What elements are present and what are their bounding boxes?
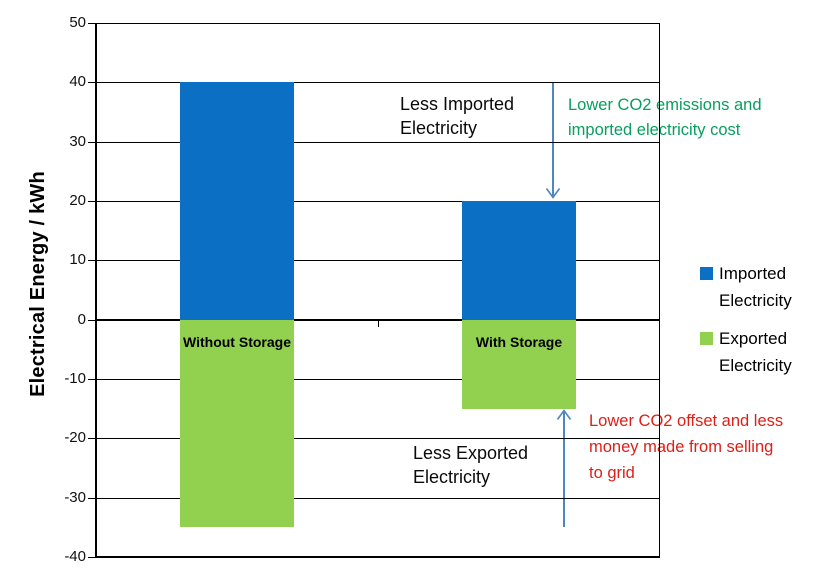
y-tick-label--20: -20 (64, 429, 86, 447)
bar-with-storage-imported-electricity (462, 201, 576, 320)
x-tick-mark-0 (96, 319, 97, 327)
gridline-30 (96, 141, 660, 143)
y-tick-label--30: -30 (64, 488, 86, 506)
less-exported-note: Less Exported Electricity (413, 443, 529, 487)
gridline--40 (96, 556, 660, 558)
gridline--30 (96, 497, 660, 499)
lower-co2-offset-note: Lower CO2 offset and less money made fro… (585, 405, 808, 489)
y-tick-mark-0 (88, 319, 96, 321)
gridline--10 (96, 379, 660, 380)
bar-without-storage-imported-electricity (180, 82, 294, 320)
y-tick-mark--30 (88, 497, 96, 499)
y-tick-mark-20 (88, 201, 96, 202)
category-label-2: With Storage (475, 333, 563, 350)
y-tick-mark-10 (88, 260, 96, 262)
y-tick-mark-50 (88, 23, 96, 24)
gridline--20 (96, 438, 660, 440)
y-tick-label--10: -10 (64, 370, 86, 387)
y-tick-mark--20 (88, 438, 96, 440)
y-axis (95, 23, 97, 557)
gridline-50 (96, 23, 660, 24)
y-tick-label--40: -40 (64, 548, 86, 565)
legend-item-imported: Imported Electricity (700, 260, 792, 314)
y-tick-mark-40 (88, 82, 96, 84)
gridline-20 (96, 201, 660, 202)
bar-without-storage-exported-electricity (180, 319, 294, 528)
x-tick-mark-2 (659, 319, 660, 327)
bar-with-storage-exported-electricity (462, 319, 576, 409)
y-tick-mark--40 (88, 557, 96, 558)
y-tick-mark-30 (88, 141, 96, 143)
exported-electricity-swatch (700, 332, 713, 345)
y-tick-label-30: 30 (69, 132, 86, 150)
legend: Imported Electricity Exported Electricit… (700, 260, 792, 390)
y-tick-label-0: 0 (77, 310, 86, 328)
legend-label-exported: Exported Electricity (719, 329, 792, 375)
less-imported-note: Less Imported Electricity (400, 94, 515, 138)
y-axis-title: Electrical Energy / kWh (27, 171, 49, 397)
gridline-10 (96, 260, 660, 262)
y-tick-label-10: 10 (69, 251, 86, 269)
y-tick-label-40: 40 (69, 73, 86, 91)
imported-electricity-swatch (700, 267, 713, 280)
y-tick-mark--10 (88, 379, 96, 380)
lower-co2-emissions-note: Lower CO2 emissions and imported electri… (564, 91, 787, 145)
plot-right-border (659, 23, 660, 557)
legend-label-imported: Imported Electricity (719, 264, 792, 310)
y-tick-label-50: 50 (69, 14, 86, 31)
category-label-1: Without Storage (183, 333, 291, 350)
y-tick-label-20: 20 (69, 192, 86, 209)
x-tick-mark-1 (378, 319, 379, 327)
gridline-40 (96, 82, 660, 84)
legend-item-exported: Exported Electricity (700, 325, 792, 379)
